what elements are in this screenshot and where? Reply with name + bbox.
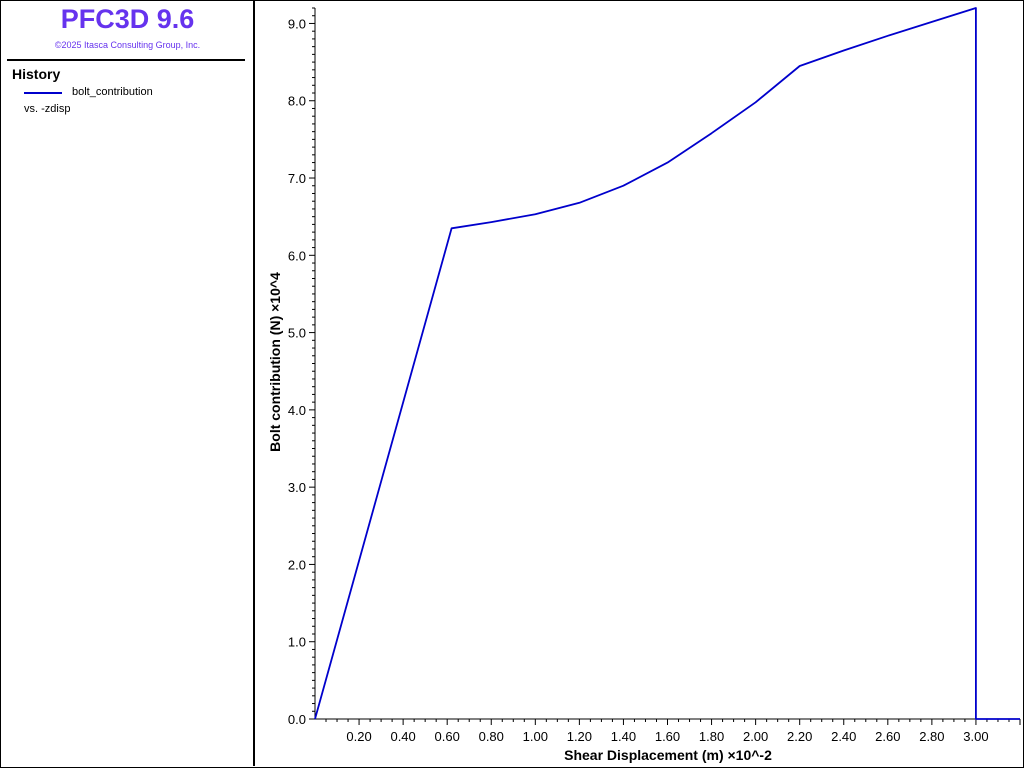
x-tick-label: 3.00 [963, 729, 988, 744]
app-copyright: ©2025 Itasca Consulting Group, Inc. [54, 40, 201, 50]
x-tick-label: 1.00 [523, 729, 548, 744]
series-line-bolt-contribution [314, 7, 1020, 720]
x-tick-label: 1.40 [611, 729, 636, 744]
y-tick-label: 2.0 [288, 557, 306, 572]
x-tick-label: 0.20 [346, 729, 371, 744]
x-tick-label: 2.60 [875, 729, 900, 744]
x-tick-label: 2.00 [743, 729, 768, 744]
y-tick-label: 1.0 [288, 635, 306, 650]
x-tick-label: 2.20 [787, 729, 812, 744]
y-tick-label: 3.0 [288, 480, 306, 495]
y-tick-label: 4.0 [288, 403, 306, 418]
axes-layer: 0.0 1.0 2.0 3.0 4.0 5.0 6.0 7.0 8.0 9.0 0.20 0.40 0.… [288, 7, 1021, 744]
legend-series-label: bolt_contribution [72, 86, 153, 98]
legend-heading: History [12, 66, 61, 82]
x-tick-label: 0.60 [435, 729, 460, 744]
x-tick-label: 2.40 [831, 729, 856, 744]
x-tick-label: 1.60 [655, 729, 680, 744]
y-tick-label: 6.0 [288, 248, 306, 263]
x-tick-label: 0.40 [390, 729, 415, 744]
x-tick-label: 2.80 [919, 729, 944, 744]
legend-vs-label: vs. -zdisp [24, 103, 71, 115]
y-tick-label: 7.0 [288, 171, 306, 186]
legend-panel: PFC3D 9.6 ©2025 Itasca Consulting Group,… [0, 0, 255, 766]
y-tick-label: 8.0 [288, 94, 306, 109]
x-tick-label: 0.80 [479, 729, 504, 744]
legend-divider [7, 59, 245, 61]
y-tick-label: 0.0 [288, 712, 306, 727]
x-tick-label: 1.20 [567, 729, 592, 744]
y-tick-label: 5.0 [288, 326, 306, 341]
y-axis-label: Bolt contribution (N) ×10^4 [267, 272, 283, 452]
series-layer [314, 7, 1020, 720]
x-tick-label: 1.80 [699, 729, 724, 744]
app-title: PFC3D 9.6 [60, 4, 195, 34]
legend-line-swatch [24, 92, 62, 94]
x-axis-label: Shear Displacement (m) ×10^-2 [564, 747, 772, 763]
y-tick-label: 9.0 [288, 16, 306, 31]
